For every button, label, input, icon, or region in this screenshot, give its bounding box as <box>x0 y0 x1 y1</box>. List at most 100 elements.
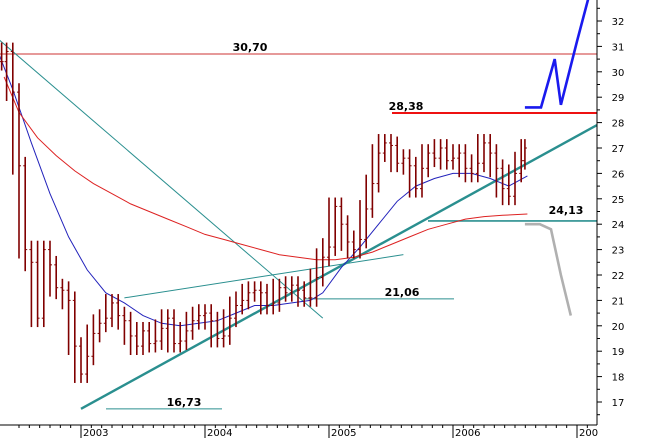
y-tick-label: 24 <box>612 220 625 231</box>
y-tick-label: 29 <box>612 93 625 104</box>
price-bar <box>488 134 493 178</box>
price-bar <box>302 281 307 307</box>
price-bar <box>221 309 226 348</box>
price-bar <box>4 42 9 102</box>
price-bar <box>0 42 4 71</box>
price-bar <box>308 268 313 307</box>
price-bar <box>513 151 517 206</box>
price-bar <box>506 164 511 206</box>
price-bar <box>35 240 40 328</box>
price-bar <box>277 278 282 312</box>
price-bar <box>134 321 139 356</box>
x-tick-label: 2005 <box>331 428 356 438</box>
price-bar <box>196 304 201 330</box>
price-bar <box>153 319 158 353</box>
price-bar <box>475 134 480 183</box>
price-bar <box>48 240 52 297</box>
x-tick-label: 2004 <box>207 428 232 438</box>
price-bar <box>234 291 238 328</box>
price-bar <box>376 134 381 193</box>
price-bar <box>271 278 276 315</box>
y-tick-label: 33 <box>612 0 625 3</box>
price-bar <box>420 144 424 198</box>
price-bar <box>364 174 369 249</box>
price-bar <box>227 296 232 345</box>
level-label: 21,06 <box>385 286 420 299</box>
price-bar <box>333 197 338 256</box>
y-tick-label: 23 <box>612 246 625 257</box>
level-label: 24,13 <box>549 204 584 217</box>
y-tick-label: 27 <box>612 144 625 155</box>
price-bar <box>289 276 294 302</box>
price-bar <box>215 311 220 348</box>
price-bar <box>413 156 418 198</box>
y-tick-label: 26 <box>612 169 625 180</box>
price-bar <box>178 321 183 353</box>
y-axis: 1718192021222324252627282930313233343536… <box>596 0 625 425</box>
price-bar <box>469 154 474 183</box>
price-bar <box>320 238 325 287</box>
price-bar <box>23 156 28 272</box>
price-bar <box>389 134 393 173</box>
price-bar <box>17 83 21 259</box>
level-label: 28,38 <box>389 100 424 113</box>
price-bar <box>246 281 251 310</box>
price-bar <box>444 139 449 170</box>
price-bar <box>370 144 375 218</box>
moving-average-line <box>0 55 528 327</box>
price-bar <box>240 283 245 315</box>
trendline <box>80 124 598 410</box>
price-bar <box>60 278 65 310</box>
y-tick-label: 21 <box>612 296 625 307</box>
y-tick-label: 19 <box>612 347 625 358</box>
price-bar <box>165 309 170 353</box>
price-bar <box>172 309 176 353</box>
y-tick-label: 32 <box>612 17 625 28</box>
trendline <box>124 254 404 299</box>
price-bar <box>401 149 406 175</box>
price-bar <box>190 306 195 340</box>
price-bar <box>110 294 114 328</box>
level-label: 30,70 <box>233 41 268 54</box>
price-bar <box>327 197 331 267</box>
y-tick-label: 22 <box>612 271 625 282</box>
price-bar <box>482 134 486 173</box>
price-bar <box>29 240 34 328</box>
trendline <box>0 39 324 319</box>
price-bar <box>141 321 145 356</box>
y-tick-label: 20 <box>612 322 625 333</box>
price-bar <box>519 139 524 183</box>
price-bar <box>345 215 350 259</box>
price-bar <box>432 139 437 168</box>
price-bar <box>72 291 77 383</box>
price-bar <box>79 337 83 383</box>
price-bar <box>296 276 300 307</box>
price-bar <box>339 197 344 251</box>
price-bar <box>91 314 96 366</box>
price-bar <box>522 139 527 170</box>
price-bar <box>407 149 412 198</box>
price-bar <box>122 306 127 345</box>
price-bar <box>10 42 15 175</box>
x-tick-label: 2006 <box>455 428 480 438</box>
price-bar <box>184 311 189 350</box>
price-bar <box>283 276 288 302</box>
y-tick-label: 31 <box>612 42 625 53</box>
price-bar <box>209 304 214 348</box>
x-tick-label: 2003 <box>83 428 108 438</box>
price-bar <box>265 283 269 315</box>
price-bar <box>128 311 133 356</box>
level-label: 16,73 <box>167 396 202 409</box>
price-bar <box>97 309 102 343</box>
price-bar <box>451 144 455 170</box>
price-bar <box>494 144 499 198</box>
y-tick-label: 18 <box>612 373 625 384</box>
price-bar <box>159 309 164 350</box>
price-bar <box>314 248 319 307</box>
price-bar <box>258 281 263 315</box>
y-tick-label: 28 <box>612 119 625 130</box>
price-bar <box>382 134 387 162</box>
y-tick-label: 17 <box>612 398 625 409</box>
